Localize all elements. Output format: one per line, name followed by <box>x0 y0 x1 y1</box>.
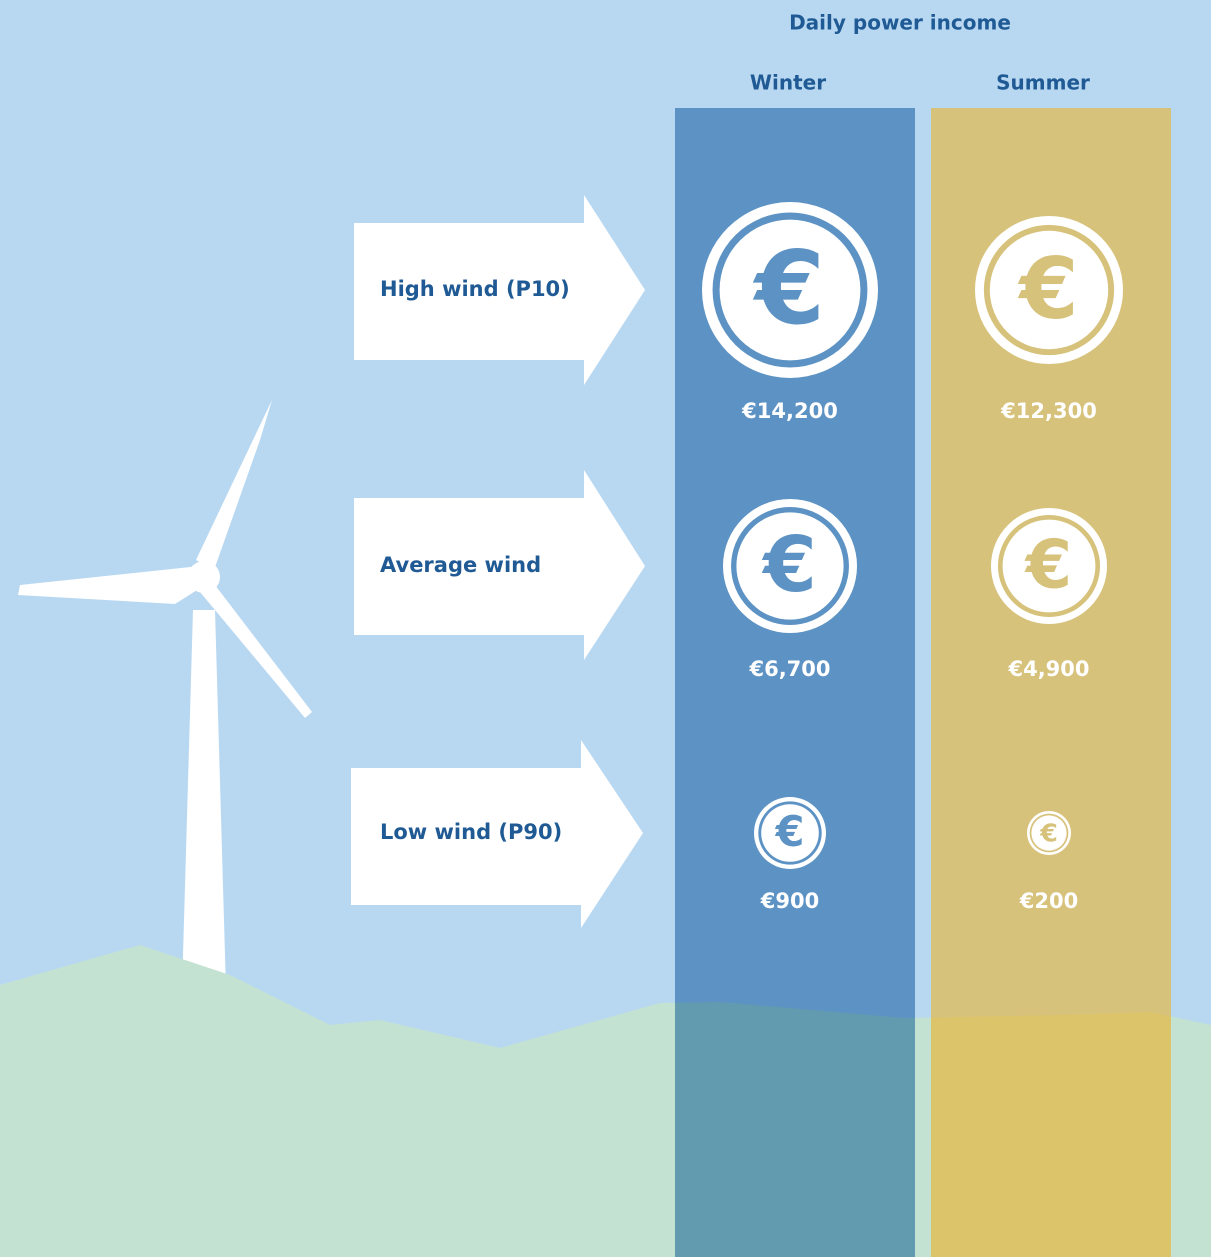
coin-symbol: € <box>1024 526 1072 604</box>
row-label: Average wind <box>380 553 541 577</box>
coin-symbol: € <box>753 229 825 347</box>
value-label: €14,200 <box>741 399 838 423</box>
row-label: Low wind (P90) <box>380 820 562 844</box>
column-header: Summer <box>996 71 1090 95</box>
value-label: €200 <box>1019 889 1078 913</box>
coin-symbol: € <box>761 520 817 610</box>
infographic: Daily power income Winter Summer High wi… <box>0 0 1211 1257</box>
coin-symbol: € <box>1017 240 1078 339</box>
column-header: Winter <box>750 71 826 95</box>
value-label: €6,700 <box>748 657 830 681</box>
title: Daily power income <box>789 11 1011 35</box>
coin-symbol: € <box>1039 818 1058 847</box>
value-label: €900 <box>760 889 819 913</box>
coin-symbol: € <box>775 808 805 856</box>
value-label: €4,900 <box>1007 657 1089 681</box>
row-label: High wind (P10) <box>380 277 570 301</box>
value-label: €12,300 <box>1000 399 1097 423</box>
